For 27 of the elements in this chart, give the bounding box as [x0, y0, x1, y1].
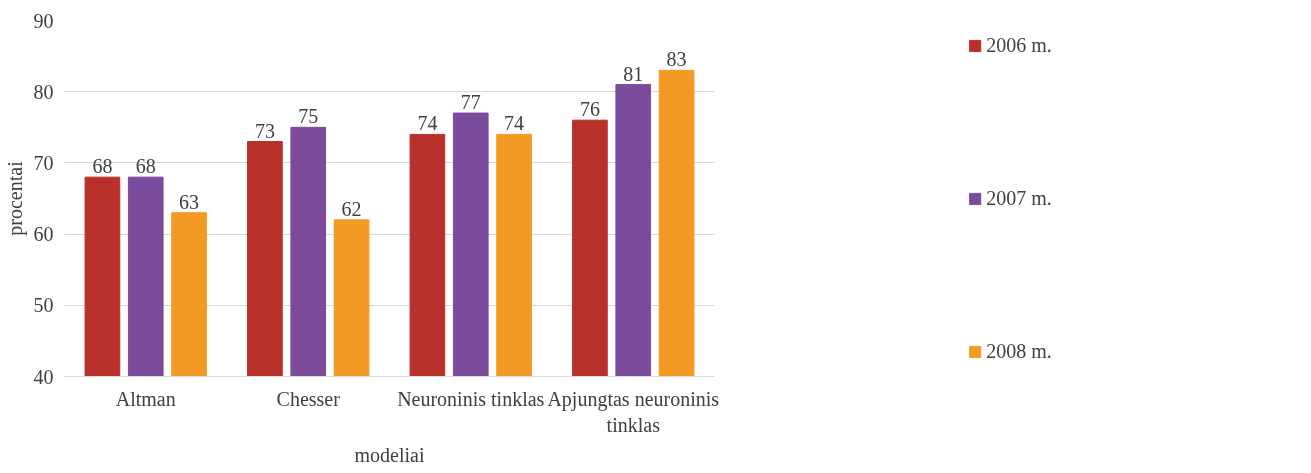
data-label: 68: [92, 155, 113, 178]
data-label: 76: [579, 98, 600, 121]
y-tick-label: 80: [33, 80, 54, 103]
data-label: 75: [298, 105, 319, 128]
data-label: 62: [341, 197, 362, 220]
legend-label: 2008 m.: [986, 339, 1052, 363]
x-tick-label: Chesser: [276, 387, 341, 410]
data-label: 81: [623, 62, 644, 85]
y-tick-label: 70: [33, 151, 54, 174]
y-axis-title: procentai: [3, 160, 27, 236]
y-tick-label: 90: [33, 9, 54, 32]
x-axis-title: modeliai: [354, 443, 425, 466]
y-tick-label: 60: [33, 223, 54, 246]
x-tick-label: Neuroninis tinklas: [397, 387, 545, 410]
y-tick-label: 40: [33, 365, 54, 388]
data-label: 73: [254, 119, 275, 142]
y-tick-label: 50: [33, 294, 54, 317]
legend-label: 2007 m.: [986, 186, 1052, 210]
data-label: 63: [179, 190, 200, 213]
data-label: 68: [135, 155, 156, 178]
data-label: 83: [666, 48, 687, 71]
data-label: 74: [504, 112, 525, 135]
data-label: 74: [417, 112, 438, 135]
legend-label: 2006 m.: [986, 33, 1052, 57]
data-label: 77: [460, 91, 481, 114]
x-tick-label: Apjungtas neuroninis tinklas: [547, 387, 720, 436]
x-tick-label: Altman: [115, 387, 176, 410]
